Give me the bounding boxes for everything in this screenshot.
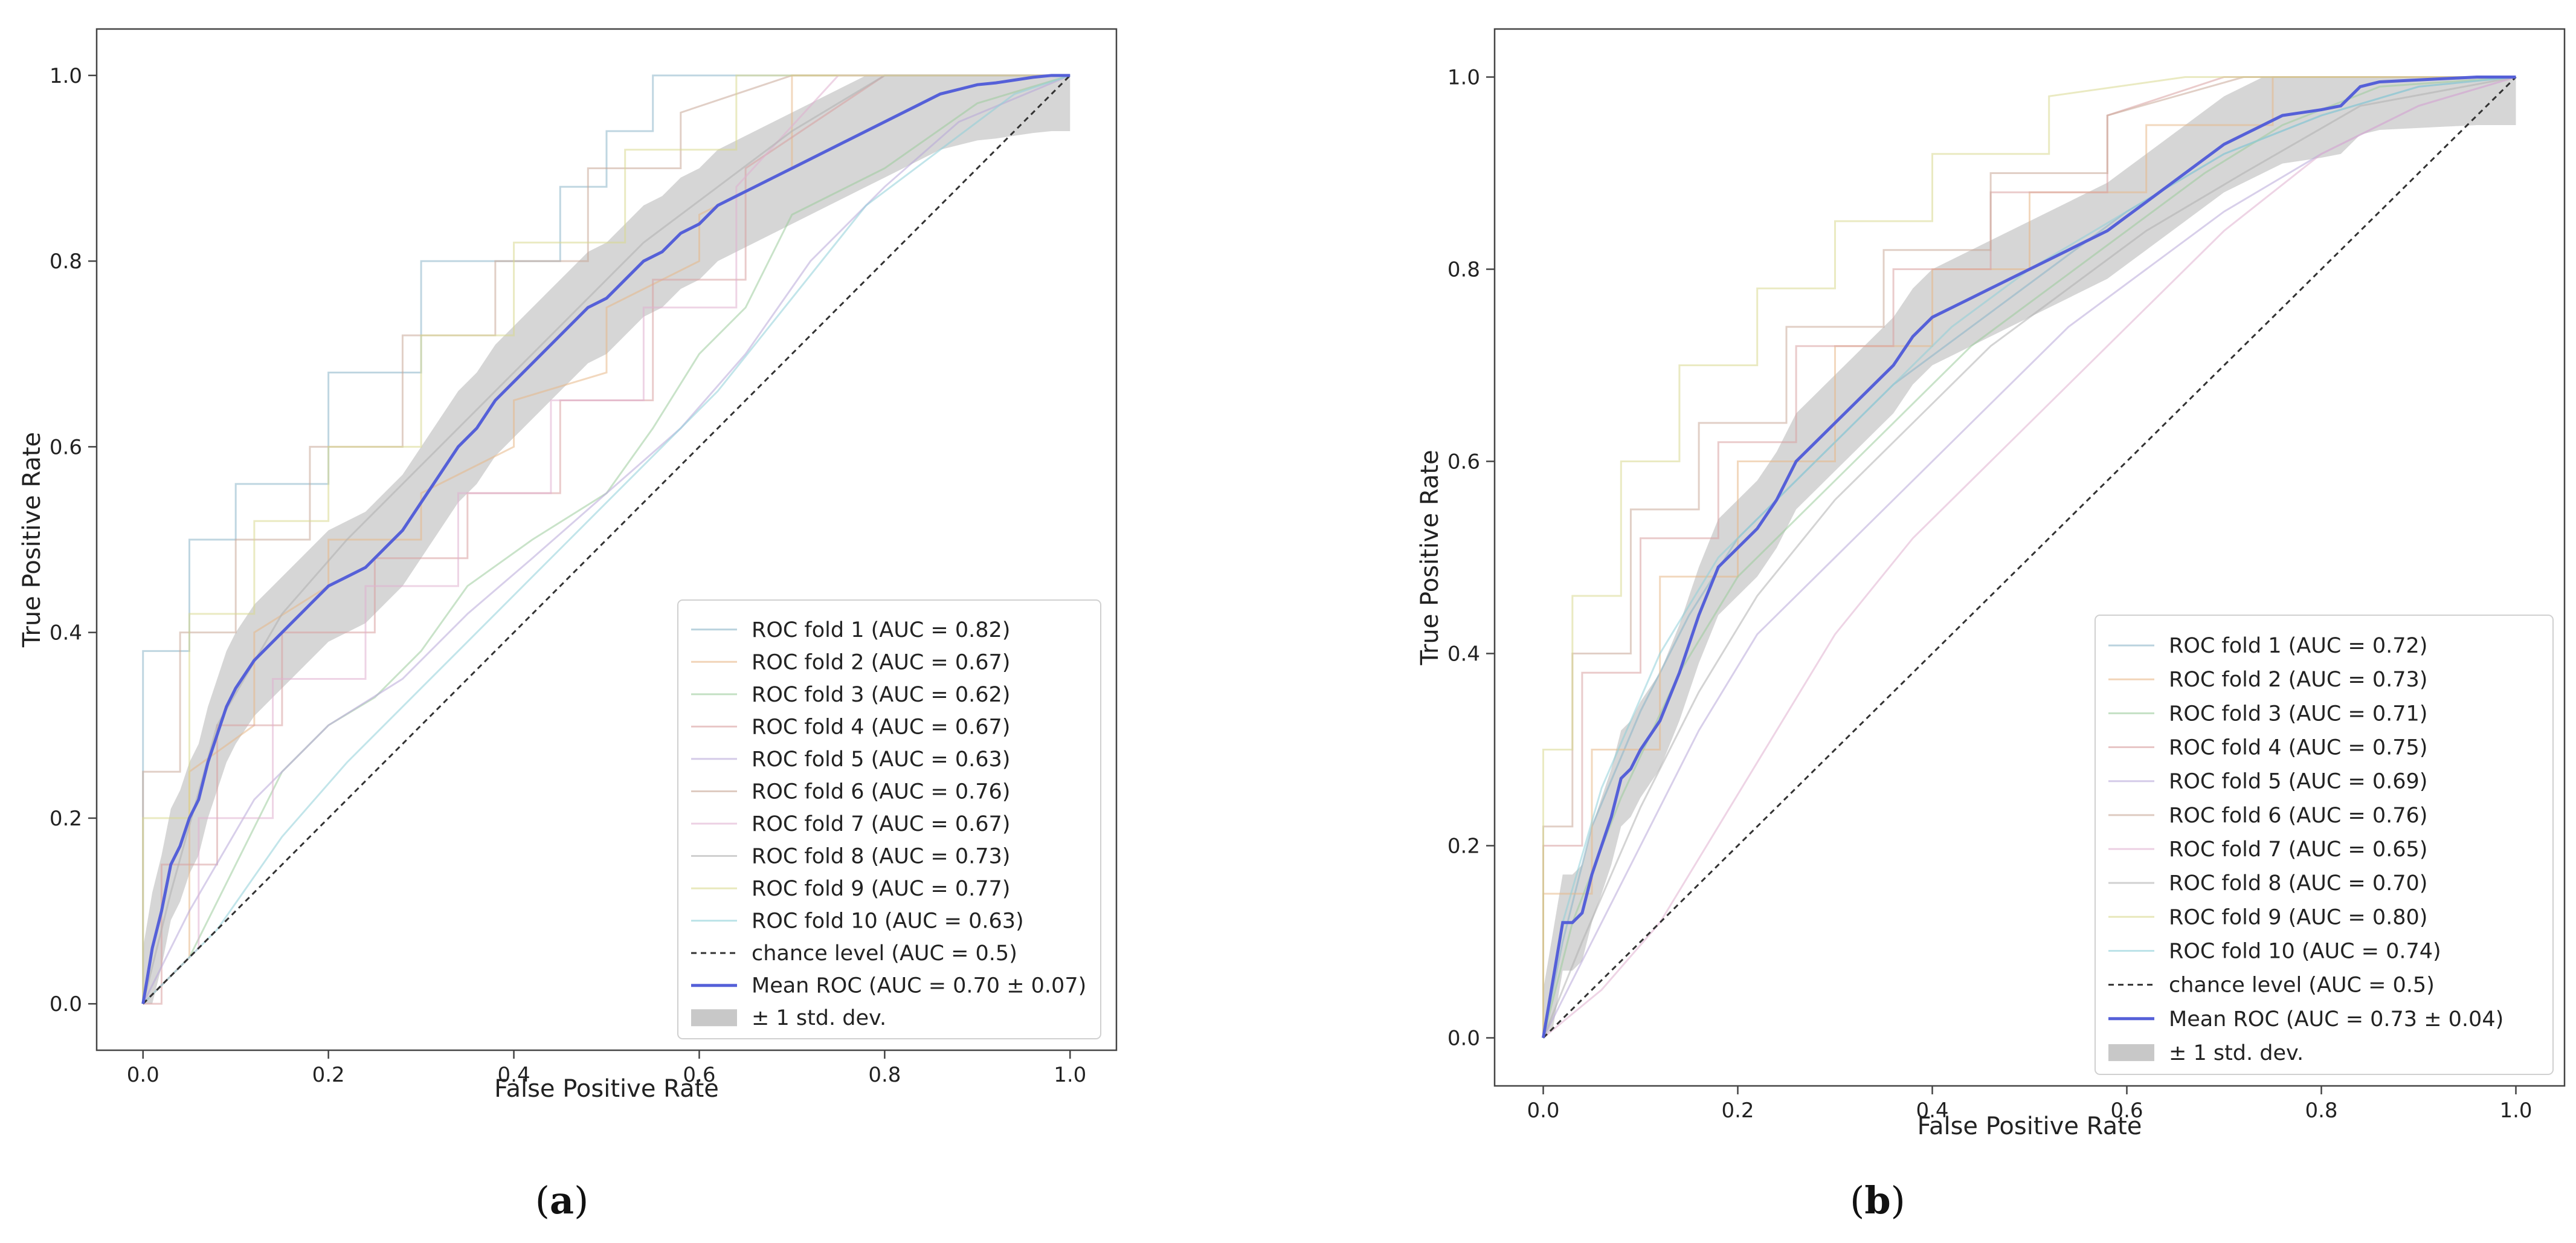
y-tick-label: 0.2 [1447,835,1480,859]
legend: ROC fold 1 (AUC = 0.82) ROC fold 2 (AUC =… [677,599,1101,1039]
fold-10-curve [1542,76,2516,1038]
fold-7-curve [142,74,1071,1005]
legend-label: ± 1 std. dev. [752,1006,886,1030]
x-tick-label: 0.8 [868,1063,901,1087]
legend-box [677,599,1101,1039]
legend-label: ± 1 std. dev. [2169,1041,2304,1065]
y-axis-title: True Positive Rate [18,432,46,648]
x-tick-label: 0.0 [127,1063,159,1087]
fold-5-curve [1542,76,2516,1039]
y-tick-label: 0.4 [50,621,82,645]
panel-caption: (b) [1850,1178,1905,1222]
fold-10-curve [142,74,1071,1005]
legend-label: Mean ROC (AUC = 0.73 ± 0.04) [2169,1007,2504,1032]
y-tick-label: 0.6 [50,435,82,459]
caption-open-paren: ( [1850,1178,1864,1222]
fold-4-curve [1542,76,2516,1038]
fold-3-curve [1542,76,2516,1038]
fold-8-curve [142,74,1071,1004]
y-tick-label: 1.0 [50,64,82,88]
caption-close-paren: ) [574,1178,588,1222]
legend-label: ROC fold 8 (AUC = 0.73) [752,845,1010,869]
x-axis-title: False Positive Rate [494,1075,719,1103]
panel-a: 0.0 0.2 0.4 0.6 0.8 1.0 0.0 0.2 0.4 0.6 0.8 1.0 Fals… [18,28,1118,1222]
legend-label: ROC fold 4 (AUC = 0.67) [752,715,1010,739]
fold-9-curve [1542,76,2516,1038]
panel-b: 0.0 0.2 0.4 0.6 0.8 1.0 0.0 0.2 0.4 0.6 0.8 1.0 Fals… [1416,28,2566,1222]
legend-label: ROC fold 8 (AUC = 0.70) [2169,871,2427,896]
legend-label: ROC fold 10 (AUC = 0.63) [752,909,1024,934]
legend-label: ROC fold 7 (AUC = 0.67) [752,812,1010,836]
panel-caption: (a) [535,1178,589,1222]
legend-label: ROC fold 2 (AUC = 0.67) [752,650,1010,674]
caption-letter: b [1864,1178,1890,1222]
legend-label: ROC fold 6 (AUC = 0.76) [2169,804,2427,828]
x-tick-label: 0.4 [498,1063,530,1087]
fold-1-curve [142,74,1071,1004]
x-tick-label: 1.0 [1054,1063,1086,1087]
caption-letter: a [550,1178,574,1222]
mean-roc-curve [1542,76,2516,1038]
axes-frame [1493,28,2566,1087]
legend-label: ROC fold 9 (AUC = 0.80) [2169,905,2427,929]
fold-5-curve [142,74,1071,1004]
fold-3-curve [142,74,1071,1005]
x-tick-label: 0.4 [1916,1099,1948,1123]
fold-7-curve [1542,76,2516,1039]
legend-label: ROC fold 3 (AUC = 0.71) [2169,702,2427,726]
fold-8-curve [1542,76,2516,1039]
legend-label: chance level (AUC = 0.5) [2169,973,2435,998]
legend-label: ROC fold 1 (AUC = 0.72) [2169,634,2427,658]
legend-box [2095,615,2554,1075]
legend-label: ROC fold 4 (AUC = 0.75) [2169,736,2427,760]
legend-label: ROC fold 7 (AUC = 0.65) [2169,838,2427,862]
legend-label: ROC fold 3 (AUC = 0.62) [752,683,1010,707]
y-tick-label: 0.4 [1447,642,1480,667]
legend-label: ROC fold 10 (AUC = 0.74) [2169,939,2441,963]
y-tick-label: 0.0 [1447,1027,1480,1051]
chance-line [142,74,1071,1005]
axes-frame [95,28,1118,1051]
x-tick-label: 0.0 [1527,1099,1559,1123]
caption-open-paren: ( [535,1178,550,1222]
x-tick-label: 0.6 [683,1063,715,1087]
x-tick-label: 0.6 [2110,1099,2143,1123]
legend: ROC fold 1 (AUC = 0.72) ROC fold 2 (AUC =… [2095,615,2554,1075]
legend-label: Mean ROC (AUC = 0.70 ± 0.07) [752,974,1086,998]
x-axis-title: False Positive Rate [1918,1112,2142,1140]
legend-label: chance level (AUC = 0.5) [752,941,1017,966]
y-tick-label: 1.0 [1447,66,1480,90]
y-tick-label: 0.2 [50,807,82,831]
x-tick-label: 0.8 [2305,1099,2337,1123]
legend-label: ROC fold 5 (AUC = 0.69) [2169,770,2427,794]
y-axis-title: True Positive Rate [1416,450,1444,665]
x-tick-label: 0.2 [312,1063,345,1087]
legend-label: ROC fold 2 (AUC = 0.73) [2169,668,2427,692]
y-tick-label: 0.0 [50,992,82,1016]
y-tick-label: 0.6 [1447,450,1480,474]
x-tick-label: 1.0 [2499,1099,2532,1123]
legend-label: ROC fold 9 (AUC = 0.77) [752,877,1010,901]
legend-label: ROC fold 5 (AUC = 0.63) [752,747,1010,772]
x-tick-label: 0.2 [1721,1099,1754,1123]
legend-swatch [2108,1044,2154,1061]
fold-9-curve [142,74,1071,1004]
y-tick-label: 0.8 [1447,258,1480,282]
y-tick-label: 0.8 [50,250,82,274]
caption-close-paren: ) [1891,1178,1905,1222]
mean-roc-curve [141,74,1071,1004]
legend-label: ROC fold 6 (AUC = 0.76) [752,780,1010,804]
legend-swatch [691,1009,737,1027]
legend-label: ROC fold 1 (AUC = 0.82) [752,618,1010,642]
fold-6-curve [142,74,1071,1004]
